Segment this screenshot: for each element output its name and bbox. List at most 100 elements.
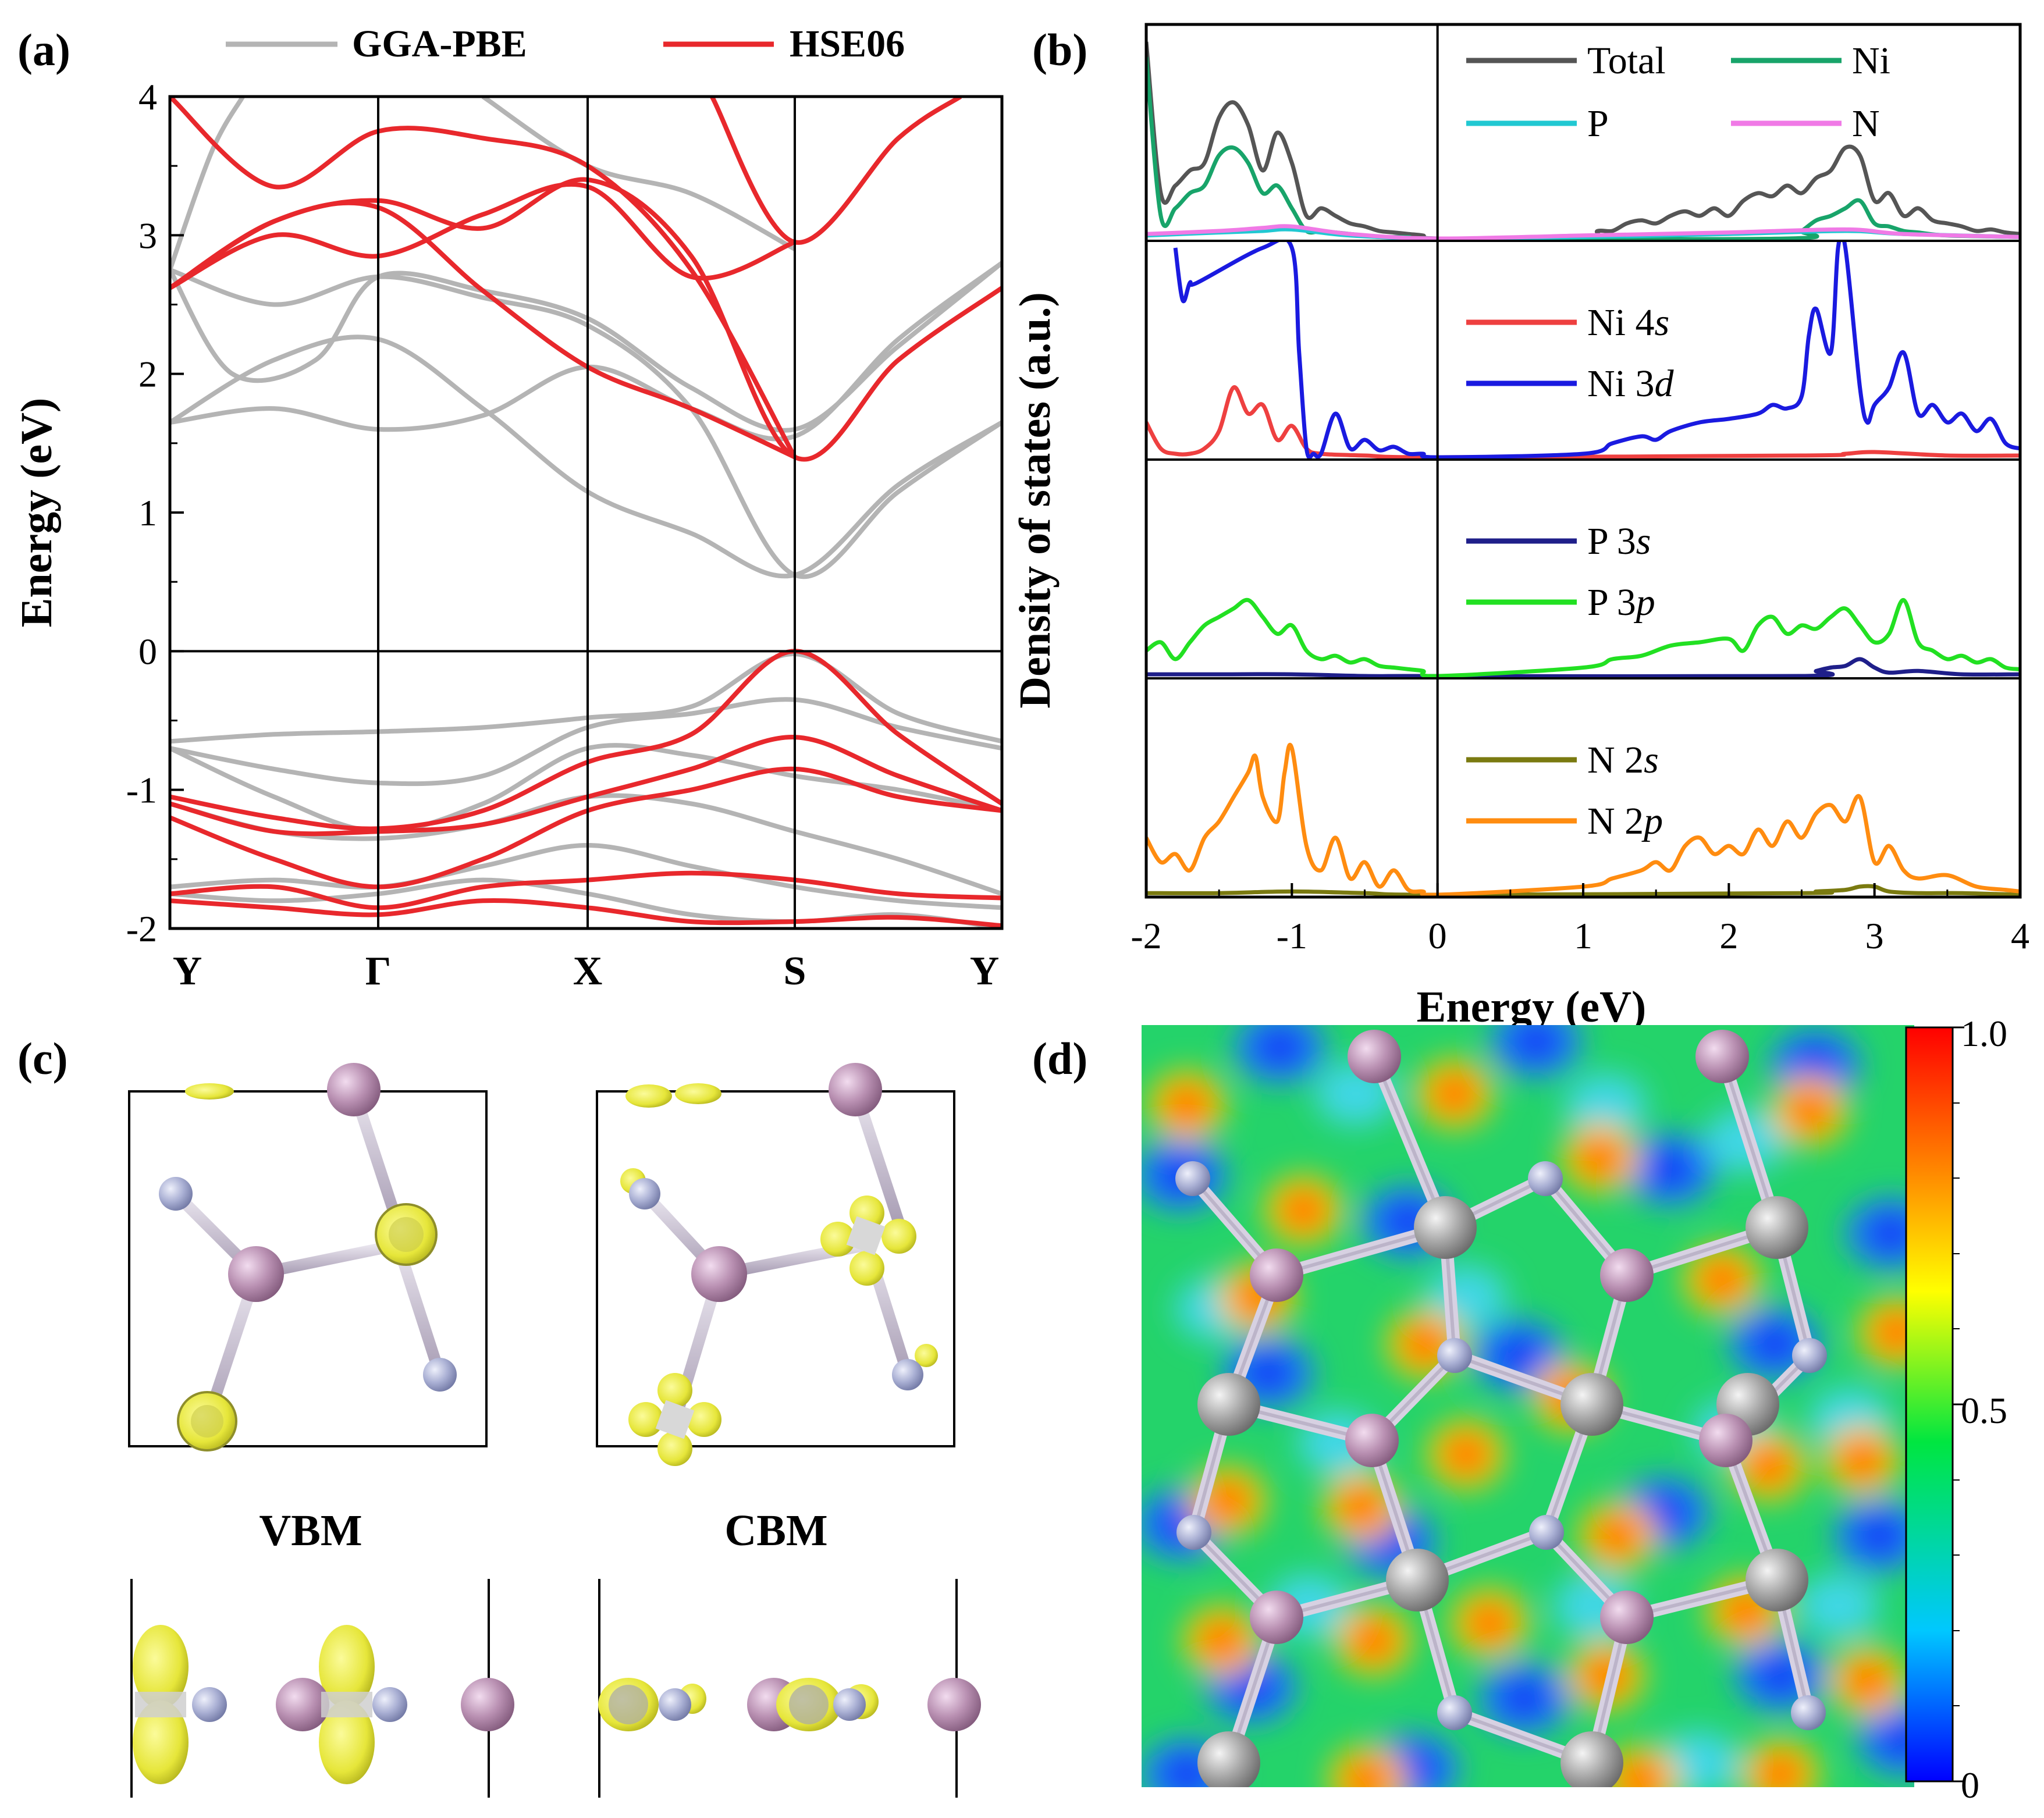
dos-curve-ni bbox=[1146, 56, 2020, 241]
dos-subpanel-curves bbox=[1146, 597, 2020, 678]
dos-legend-label: P bbox=[1587, 102, 1609, 145]
atom-p bbox=[691, 1246, 747, 1302]
y-tick-label: 3 bbox=[138, 215, 157, 256]
dos-axes: -2 -1 0 1 2 3 4 bbox=[1131, 883, 2029, 956]
atom-p bbox=[1250, 1591, 1303, 1644]
band-line-hse06 bbox=[710, 97, 962, 245]
atom-ni bbox=[1386, 1549, 1449, 1611]
atom-p bbox=[927, 1678, 981, 1731]
band-legend: GGA-PBE HSE06 bbox=[226, 23, 905, 65]
dos-curve-ni-4s bbox=[1146, 385, 2020, 460]
panel-label-a: (a) bbox=[17, 24, 70, 75]
atom-p bbox=[228, 1246, 284, 1302]
dos-curves bbox=[1146, 41, 2020, 897]
band-line-gga-pbe bbox=[170, 268, 1002, 579]
dos-curve-p-3s bbox=[1146, 657, 2020, 678]
dos-legend-label: Ni bbox=[1852, 40, 1890, 82]
atom-p bbox=[1250, 1248, 1303, 1302]
atom-n bbox=[159, 1177, 193, 1211]
x-tick-label: 4 bbox=[2011, 915, 2029, 956]
atom-p bbox=[1348, 1030, 1401, 1083]
dos-legend-label: Total bbox=[1587, 40, 1666, 82]
dos-x-axis-title: Energy (eV) bbox=[1417, 983, 1647, 1031]
dos-curve-n-2p bbox=[1146, 742, 2020, 897]
orbital-panel: (c) bbox=[17, 1033, 981, 1798]
y-tick-label: 4 bbox=[138, 76, 157, 118]
atom-n bbox=[1176, 1515, 1211, 1550]
cbm-side-view bbox=[598, 1579, 981, 1798]
orbital-lobe bbox=[319, 1700, 375, 1784]
y-tick-label: 0 bbox=[138, 631, 157, 672]
y-tick-label: 2 bbox=[138, 354, 157, 395]
x-tick-label: -2 bbox=[1131, 915, 1161, 956]
band-line-hse06 bbox=[170, 649, 1002, 831]
atom-n bbox=[1791, 1695, 1826, 1730]
kpoint-label: X bbox=[573, 949, 603, 994]
dos-subpanel-curves bbox=[1146, 41, 2020, 241]
atom-n bbox=[192, 1687, 227, 1722]
orbital-lobe bbox=[820, 1196, 916, 1286]
orbital-lobe bbox=[319, 1625, 375, 1709]
dos-legend-label: N 2p bbox=[1587, 800, 1663, 842]
atom-ni bbox=[1197, 1373, 1260, 1436]
colorbar-mid-label: 0.5 bbox=[1961, 1390, 2007, 1431]
atom-ni bbox=[1746, 1549, 1808, 1611]
dos-frames bbox=[1144, 23, 2022, 899]
cbm-label: CBM bbox=[724, 1506, 827, 1555]
kpoint-label: S bbox=[784, 949, 806, 994]
atom-n bbox=[629, 1178, 660, 1209]
dos-legend-label: P 3s bbox=[1587, 520, 1651, 563]
orbital-lobe bbox=[628, 1373, 721, 1466]
atom-p bbox=[829, 1063, 882, 1116]
cbm-top-view bbox=[596, 1063, 955, 1466]
atom-n bbox=[1437, 1695, 1472, 1730]
x-tick-label: -1 bbox=[1277, 915, 1307, 956]
dos-subpanel-curves bbox=[1146, 742, 2020, 897]
band-line-gga-pbe bbox=[170, 97, 245, 271]
elf-panel: (d) 1.0 0.5 0 bbox=[1032, 1013, 2007, 1806]
panel-label-d: (d) bbox=[1032, 1033, 1087, 1084]
band-y-axis-title: Energy (eV) bbox=[12, 398, 61, 628]
band-line-gga-pbe bbox=[170, 877, 1002, 928]
dos-curve-total bbox=[1146, 41, 2020, 241]
x-tick-label: 1 bbox=[1574, 915, 1592, 956]
dos-legend-label: Ni 4s bbox=[1587, 301, 1669, 344]
x-tick-label: 3 bbox=[1865, 915, 1884, 956]
atom-ni bbox=[1746, 1196, 1808, 1259]
dos-legend-label: P 3p bbox=[1587, 581, 1655, 624]
kpoint-label: Y bbox=[970, 949, 1000, 994]
legend-label-hse: HSE06 bbox=[790, 23, 905, 65]
atom-p bbox=[276, 1678, 329, 1731]
colorbar-ticks bbox=[1953, 1026, 1964, 1783]
kpoint-label: Γ bbox=[365, 949, 392, 994]
orbital-lobe bbox=[133, 1625, 189, 1709]
atom-n bbox=[1175, 1161, 1210, 1196]
y-tick-label: -1 bbox=[126, 770, 157, 811]
band-axes: -2 -1 0 1 2 3 4 Y Γ X S Y bbox=[126, 76, 1002, 994]
atom-p bbox=[1600, 1591, 1654, 1644]
atom-n bbox=[372, 1687, 407, 1722]
band-line-gga-pbe bbox=[170, 261, 1002, 442]
atom-ni bbox=[1414, 1196, 1477, 1259]
x-tick-label: 2 bbox=[1719, 915, 1738, 956]
atom-n bbox=[659, 1688, 691, 1721]
band-lines bbox=[170, 97, 1002, 928]
dos-curve-n bbox=[1146, 224, 2020, 241]
vbm-top-view bbox=[128, 1063, 488, 1451]
dos-y-axis-title: Density of states (a.u.) bbox=[1011, 292, 1060, 709]
dos-curve-n-2s bbox=[1146, 884, 2020, 897]
band-line-gga-pbe bbox=[481, 97, 796, 251]
band-structure-panel: (a) GGA-PBE HSE06 -2 -1 0 1 2 3 4 Y Γ X S Y Energy … bbox=[12, 23, 1004, 994]
atom-n bbox=[423, 1358, 457, 1392]
colorbar bbox=[1905, 1026, 1954, 1783]
dos-subpanel-curves bbox=[1146, 241, 2020, 460]
atom-p bbox=[1699, 1414, 1752, 1467]
atom-ni bbox=[1560, 1731, 1623, 1787]
band-line-gga-pbe bbox=[170, 261, 1002, 433]
elf-atoms bbox=[1175, 1030, 1827, 1787]
colorbar-min-label: 0 bbox=[1961, 1764, 1979, 1806]
legend-label-gga: GGA-PBE bbox=[352, 23, 527, 65]
band-line-hse06 bbox=[170, 200, 796, 460]
atom-n bbox=[1792, 1338, 1827, 1373]
atom-n bbox=[1529, 1515, 1564, 1550]
